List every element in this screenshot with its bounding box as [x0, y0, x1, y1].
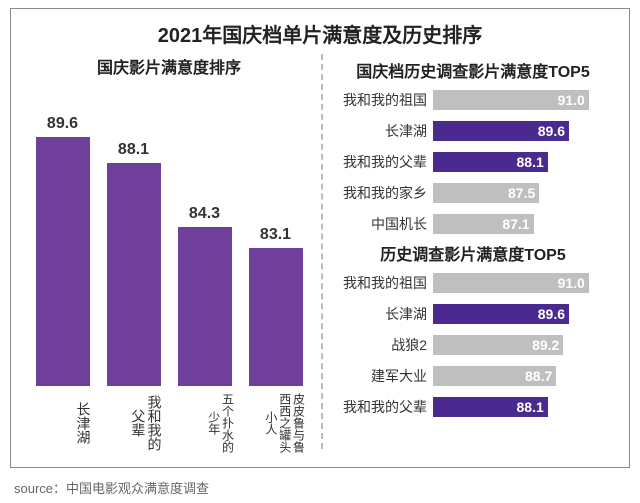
hbar: 88.1	[433, 397, 548, 417]
vbar-wrap: 88.1	[105, 141, 163, 386]
hbar: 89.2	[433, 335, 563, 355]
vbar-wrap: 89.6	[34, 115, 92, 386]
vbar	[249, 248, 303, 386]
hbar-row: 长津湖 89.6	[329, 300, 617, 327]
hbar-label: 中国机长	[329, 214, 433, 234]
vbar-value-label: 84.3	[189, 205, 220, 223]
hbar-value: 91.0	[558, 90, 585, 110]
panel-separator	[321, 54, 323, 449]
hbar-value: 91.0	[558, 273, 585, 293]
hbar: 91.0	[433, 90, 589, 110]
hbar-row: 建军大业 88.7	[329, 362, 617, 389]
hbar-label: 我和我的祖国	[329, 90, 433, 110]
vbar-category: 皮皮鲁与鲁西西之罐头小人	[247, 392, 305, 454]
hbar-row: 我和我的祖国 91.0	[329, 269, 617, 296]
hbar-label: 长津湖	[329, 121, 433, 141]
hbar-label: 战狼2	[329, 335, 433, 355]
hbar-row: 我和我的父辈 88.1	[329, 393, 617, 420]
hbar: 87.5	[433, 183, 539, 203]
hbar-track: 89.6	[433, 304, 617, 324]
left-subtitle: 国庆影片满意度排序	[23, 54, 315, 78]
vbar	[36, 137, 90, 386]
source-text: 中国电影观众满意度调查	[66, 481, 209, 496]
hbar-row: 我和我的祖国 91.0	[329, 86, 617, 113]
left-panel: 国庆影片满意度排序 89.688.184.383.1 长津湖我和我的父辈五个扑水…	[23, 54, 315, 449]
vbar	[107, 163, 161, 386]
right-block: 国庆档历史调查影片满意度TOP5 我和我的祖国 91.0 长津湖 89.6 我和我的父辈 8…	[329, 58, 617, 237]
panels: 国庆影片满意度排序 89.688.184.383.1 长津湖我和我的父辈五个扑水…	[23, 54, 617, 449]
vbar-wrap: 84.3	[176, 205, 234, 386]
hbar-track: 87.1	[433, 214, 617, 234]
hbar-value: 89.6	[538, 121, 565, 141]
vbar-category: 长津湖	[34, 392, 92, 454]
hbar-label: 建军大业	[329, 366, 433, 386]
left-bar-area: 89.6 88.1 84.3 83.1	[23, 86, 315, 386]
source-prefix: source：	[14, 481, 66, 496]
right-block-title: 历史调查影片满意度TOP5	[329, 241, 617, 265]
hbar-track: 87.5	[433, 183, 617, 203]
hbar-track: 89.6	[433, 121, 617, 141]
hbar-track: 88.7	[433, 366, 617, 386]
hbar-track: 88.1	[433, 152, 617, 172]
hbar-track: 89.2	[433, 335, 617, 355]
source-line: source：中国电影观众满意度调查	[14, 478, 209, 497]
right-block-title: 国庆档历史调查影片满意度TOP5	[329, 58, 617, 82]
hbar-row: 中国机长 87.1	[329, 210, 617, 237]
hbar-label: 我和我的家乡	[329, 183, 433, 203]
hbar-value: 88.7	[525, 366, 552, 386]
hbar-track: 91.0	[433, 273, 617, 293]
hbar: 89.6	[433, 304, 569, 324]
vbar-wrap: 83.1	[247, 226, 305, 386]
hbar-value: 88.1	[517, 152, 544, 172]
hbar-track: 88.1	[433, 397, 617, 417]
hbar-label: 我和我的祖国	[329, 273, 433, 293]
hbar-label: 我和我的父辈	[329, 152, 433, 172]
hbar-track: 91.0	[433, 90, 617, 110]
hbar: 88.1	[433, 152, 548, 172]
vbar-value-label: 89.6	[47, 115, 78, 133]
hbar-value: 89.6	[538, 304, 565, 324]
hbar: 91.0	[433, 273, 589, 293]
hbar-row: 长津湖 89.6	[329, 117, 617, 144]
chart-container: 2021年国庆档单片满意度及历史排序 国庆影片满意度排序 89.6 88.1 84.…	[0, 0, 640, 503]
vbar-value-label: 83.1	[260, 226, 291, 244]
hbar: 89.6	[433, 121, 569, 141]
vbar-category: 我和我的父辈	[105, 392, 163, 454]
hbar: 87.1	[433, 214, 534, 234]
hbar-label: 我和我的父辈	[329, 397, 433, 417]
hbar-value: 87.1	[502, 214, 529, 234]
vbar-category: 五个扑水的少年	[176, 392, 234, 454]
right-block: 历史调查影片满意度TOP5 我和我的祖国 91.0 长津湖 89.6 战狼2 89.2 建军大…	[329, 241, 617, 420]
vbar	[178, 227, 232, 386]
hbar-value: 87.5	[508, 183, 535, 203]
chart-frame: 2021年国庆档单片满意度及历史排序 国庆影片满意度排序 89.6 88.1 84.…	[10, 8, 630, 468]
hbar-value: 89.2	[532, 335, 559, 355]
hbar-row: 我和我的父辈 88.1	[329, 148, 617, 175]
main-title: 2021年国庆档单片满意度及历史排序	[23, 19, 617, 48]
hbar-value: 88.1	[517, 397, 544, 417]
right-panel: 国庆档历史调查影片满意度TOP5 我和我的祖国 91.0 长津湖 89.6 我和我的父辈 8…	[329, 54, 617, 449]
left-category-row: 长津湖我和我的父辈五个扑水的少年皮皮鲁与鲁西西之罐头小人	[23, 386, 315, 454]
hbar-row: 战狼2 89.2	[329, 331, 617, 358]
hbar-label: 长津湖	[329, 304, 433, 324]
hbar: 88.7	[433, 366, 556, 386]
hbar-row: 我和我的家乡 87.5	[329, 179, 617, 206]
vbar-value-label: 88.1	[118, 141, 149, 159]
